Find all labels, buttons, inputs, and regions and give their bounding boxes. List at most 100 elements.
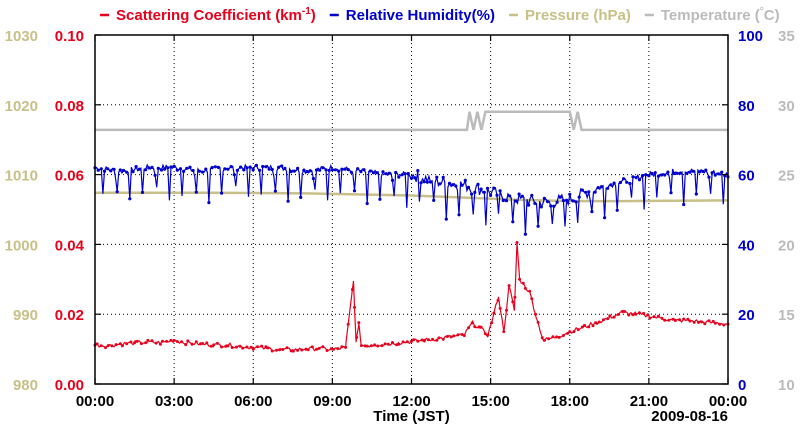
scattering-point: [718, 322, 722, 326]
rh-point: [441, 175, 445, 179]
rh-point: [330, 168, 334, 172]
scattering-point: [587, 325, 591, 329]
rh-point: [542, 196, 547, 200]
scattering-point: [490, 321, 494, 325]
scattering-point: [467, 326, 470, 330]
scattering-point: [700, 320, 704, 324]
scattering-point: [401, 340, 405, 344]
scattering-point: [205, 341, 209, 345]
rh-point: [720, 170, 724, 174]
rh-point: [422, 180, 426, 184]
rh-point: [368, 169, 372, 173]
rh-point: [644, 173, 648, 177]
rh-point: [631, 175, 635, 179]
rh-point: [533, 201, 537, 205]
rh-point: [390, 178, 395, 182]
scattering-point: [353, 305, 356, 309]
rh-point: [254, 163, 258, 167]
scattering-point: [296, 348, 300, 352]
scattering-point: [530, 297, 534, 301]
rh-point: [235, 168, 239, 172]
date-label: 2009-08-16: [651, 408, 728, 425]
scattering-point: [135, 339, 139, 343]
scattering-point: [456, 333, 460, 337]
rh-point: [226, 167, 230, 171]
rh-point: [169, 165, 173, 169]
scattering-point: [515, 241, 519, 244]
scattering-point: [594, 321, 598, 325]
rh-point: [283, 166, 287, 170]
rh-point: [378, 197, 382, 201]
rh-point: [102, 169, 107, 173]
rh-point: [409, 176, 414, 180]
scattering-tick-label: 0.08: [55, 98, 84, 115]
rh-point: [156, 166, 160, 170]
scattering-tick-label: 0.04: [55, 237, 85, 254]
rh-point: [394, 170, 398, 175]
scattering-point: [507, 284, 511, 288]
scattering-point: [150, 339, 154, 343]
legend-label-pressure: Pressure (hPa): [525, 7, 631, 24]
x-tick-label: 21:00: [630, 393, 668, 410]
scattering-point: [133, 341, 137, 345]
scattering-point: [722, 323, 726, 327]
scattering-point: [634, 312, 638, 316]
scattering-point: [505, 308, 508, 312]
rh-point: [485, 186, 490, 190]
scattering-point: [682, 317, 686, 321]
rh-point: [220, 191, 224, 195]
rh-point: [615, 208, 619, 212]
scattering-point: [281, 348, 285, 351]
rh-point: [321, 166, 325, 170]
rh-point: [656, 174, 661, 178]
scattering-point: [357, 321, 361, 325]
rh-point: [286, 199, 290, 203]
scattering-point: [129, 340, 133, 344]
rh-point: [678, 171, 683, 175]
rh-point: [419, 181, 423, 185]
rh-point: [482, 190, 486, 194]
rh-point: [277, 165, 281, 169]
scattering-point: [146, 338, 150, 342]
scattering-point: [416, 339, 420, 343]
rh-point: [299, 195, 303, 199]
scattering-point: [602, 318, 605, 322]
x-tick-label: 00:00: [709, 393, 747, 410]
rh-point: [694, 192, 698, 196]
rh-point: [428, 180, 433, 184]
rh-point: [112, 167, 116, 171]
scattering-point: [713, 321, 717, 325]
rh-point: [248, 165, 252, 169]
pressure-tick-label: 990: [13, 307, 38, 324]
scattering-point: [220, 345, 224, 349]
rh-point: [197, 169, 201, 173]
rh-point: [356, 167, 360, 171]
rh-point: [308, 169, 312, 173]
scattering-point: [234, 345, 238, 349]
pressure-tick-label: 1030: [5, 28, 38, 45]
scattering-point: [249, 345, 253, 349]
scattering-point: [120, 344, 124, 348]
series: [93, 110, 730, 353]
rh-point: [371, 171, 376, 175]
rh-point: [232, 173, 236, 177]
rh-point: [188, 165, 192, 169]
scattering-point: [346, 322, 350, 326]
rh-point: [571, 199, 575, 203]
rh-point: [580, 188, 585, 192]
scattering-point: [373, 343, 377, 347]
x-tick-label: 00:00: [76, 393, 114, 410]
rh-point: [546, 200, 550, 204]
rh-point: [359, 170, 363, 174]
pressure-tick-label: 980: [13, 377, 38, 394]
rh-point: [327, 168, 331, 172]
rh-point: [704, 168, 708, 172]
rh-point: [302, 168, 306, 172]
scattering-point: [172, 338, 176, 342]
rh-point: [346, 168, 350, 172]
scattering-point: [383, 342, 387, 346]
scattering-point: [251, 347, 255, 351]
rh-point: [210, 166, 214, 170]
rh-point: [489, 193, 493, 197]
